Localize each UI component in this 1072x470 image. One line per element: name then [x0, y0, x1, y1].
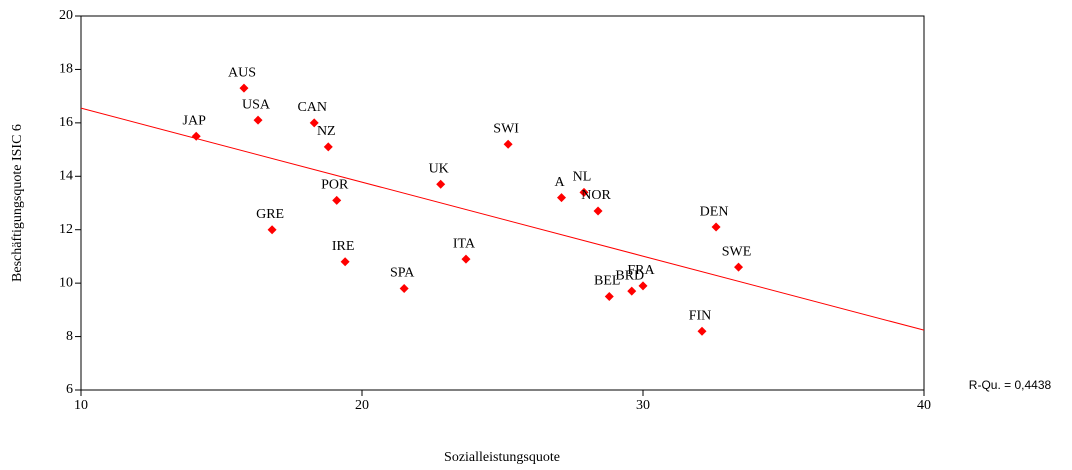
point-label: DEN [700, 204, 729, 219]
point-label: AUS [228, 65, 256, 80]
r-squared-annotation: R-Qu. = 0,4438 [969, 378, 1052, 392]
point [697, 326, 707, 336]
point [604, 292, 614, 301]
point-label: UK [429, 162, 449, 177]
point-label: SWE [722, 244, 752, 259]
y-tick-label: 20 [59, 8, 73, 23]
point [191, 131, 201, 141]
point [323, 142, 333, 152]
point [253, 115, 263, 125]
y-tick-label: 14 [59, 169, 73, 184]
point [309, 118, 319, 128]
point-label: CAN [297, 100, 327, 115]
point [461, 254, 471, 264]
point-label: ITA [453, 236, 476, 251]
x-tick-label: 20 [355, 398, 369, 413]
point [503, 139, 513, 149]
point [436, 179, 446, 189]
point-label: NOR [581, 188, 611, 203]
point-label: USA [242, 97, 271, 112]
point-label: GRE [256, 207, 284, 222]
point [579, 187, 589, 197]
point [627, 286, 637, 296]
point-label: FRA [627, 263, 655, 278]
plot-frame [80, 15, 925, 391]
point-label: POR [321, 178, 349, 193]
point-label: SWI [493, 121, 519, 136]
y-tick-label: 16 [59, 115, 73, 130]
point [593, 206, 603, 216]
point-label: SPA [390, 266, 415, 281]
point [267, 225, 277, 235]
point-label: BEL [594, 274, 620, 289]
y-tick-label: 6 [66, 382, 73, 397]
regression-line [80, 107, 925, 331]
x-tick-label: 40 [917, 398, 931, 413]
point-label: NL [573, 170, 592, 185]
y-axis-label: Beschäftigungsquote ISIC 6 [10, 124, 25, 282]
x-tick-label: 10 [74, 398, 88, 413]
point-label: NZ [317, 124, 336, 139]
point [399, 283, 409, 293]
x-tick-label: 30 [636, 398, 650, 413]
point [734, 262, 744, 272]
point [557, 193, 567, 203]
point-label: FIN [689, 308, 712, 323]
y-tick-label: 8 [66, 329, 73, 344]
point-label: A [554, 175, 565, 190]
point [638, 281, 648, 291]
point-label: IRE [332, 239, 355, 254]
point-label: JAP [183, 113, 207, 128]
y-tick-label: 18 [59, 62, 73, 77]
point [340, 257, 350, 267]
point [332, 195, 342, 205]
point-label: BRD [615, 268, 644, 283]
point [711, 222, 721, 232]
point [239, 83, 249, 93]
y-tick-label: 10 [59, 275, 73, 290]
x-axis-label: Sozialleistungsquote [444, 450, 560, 465]
y-tick-label: 12 [59, 222, 73, 237]
